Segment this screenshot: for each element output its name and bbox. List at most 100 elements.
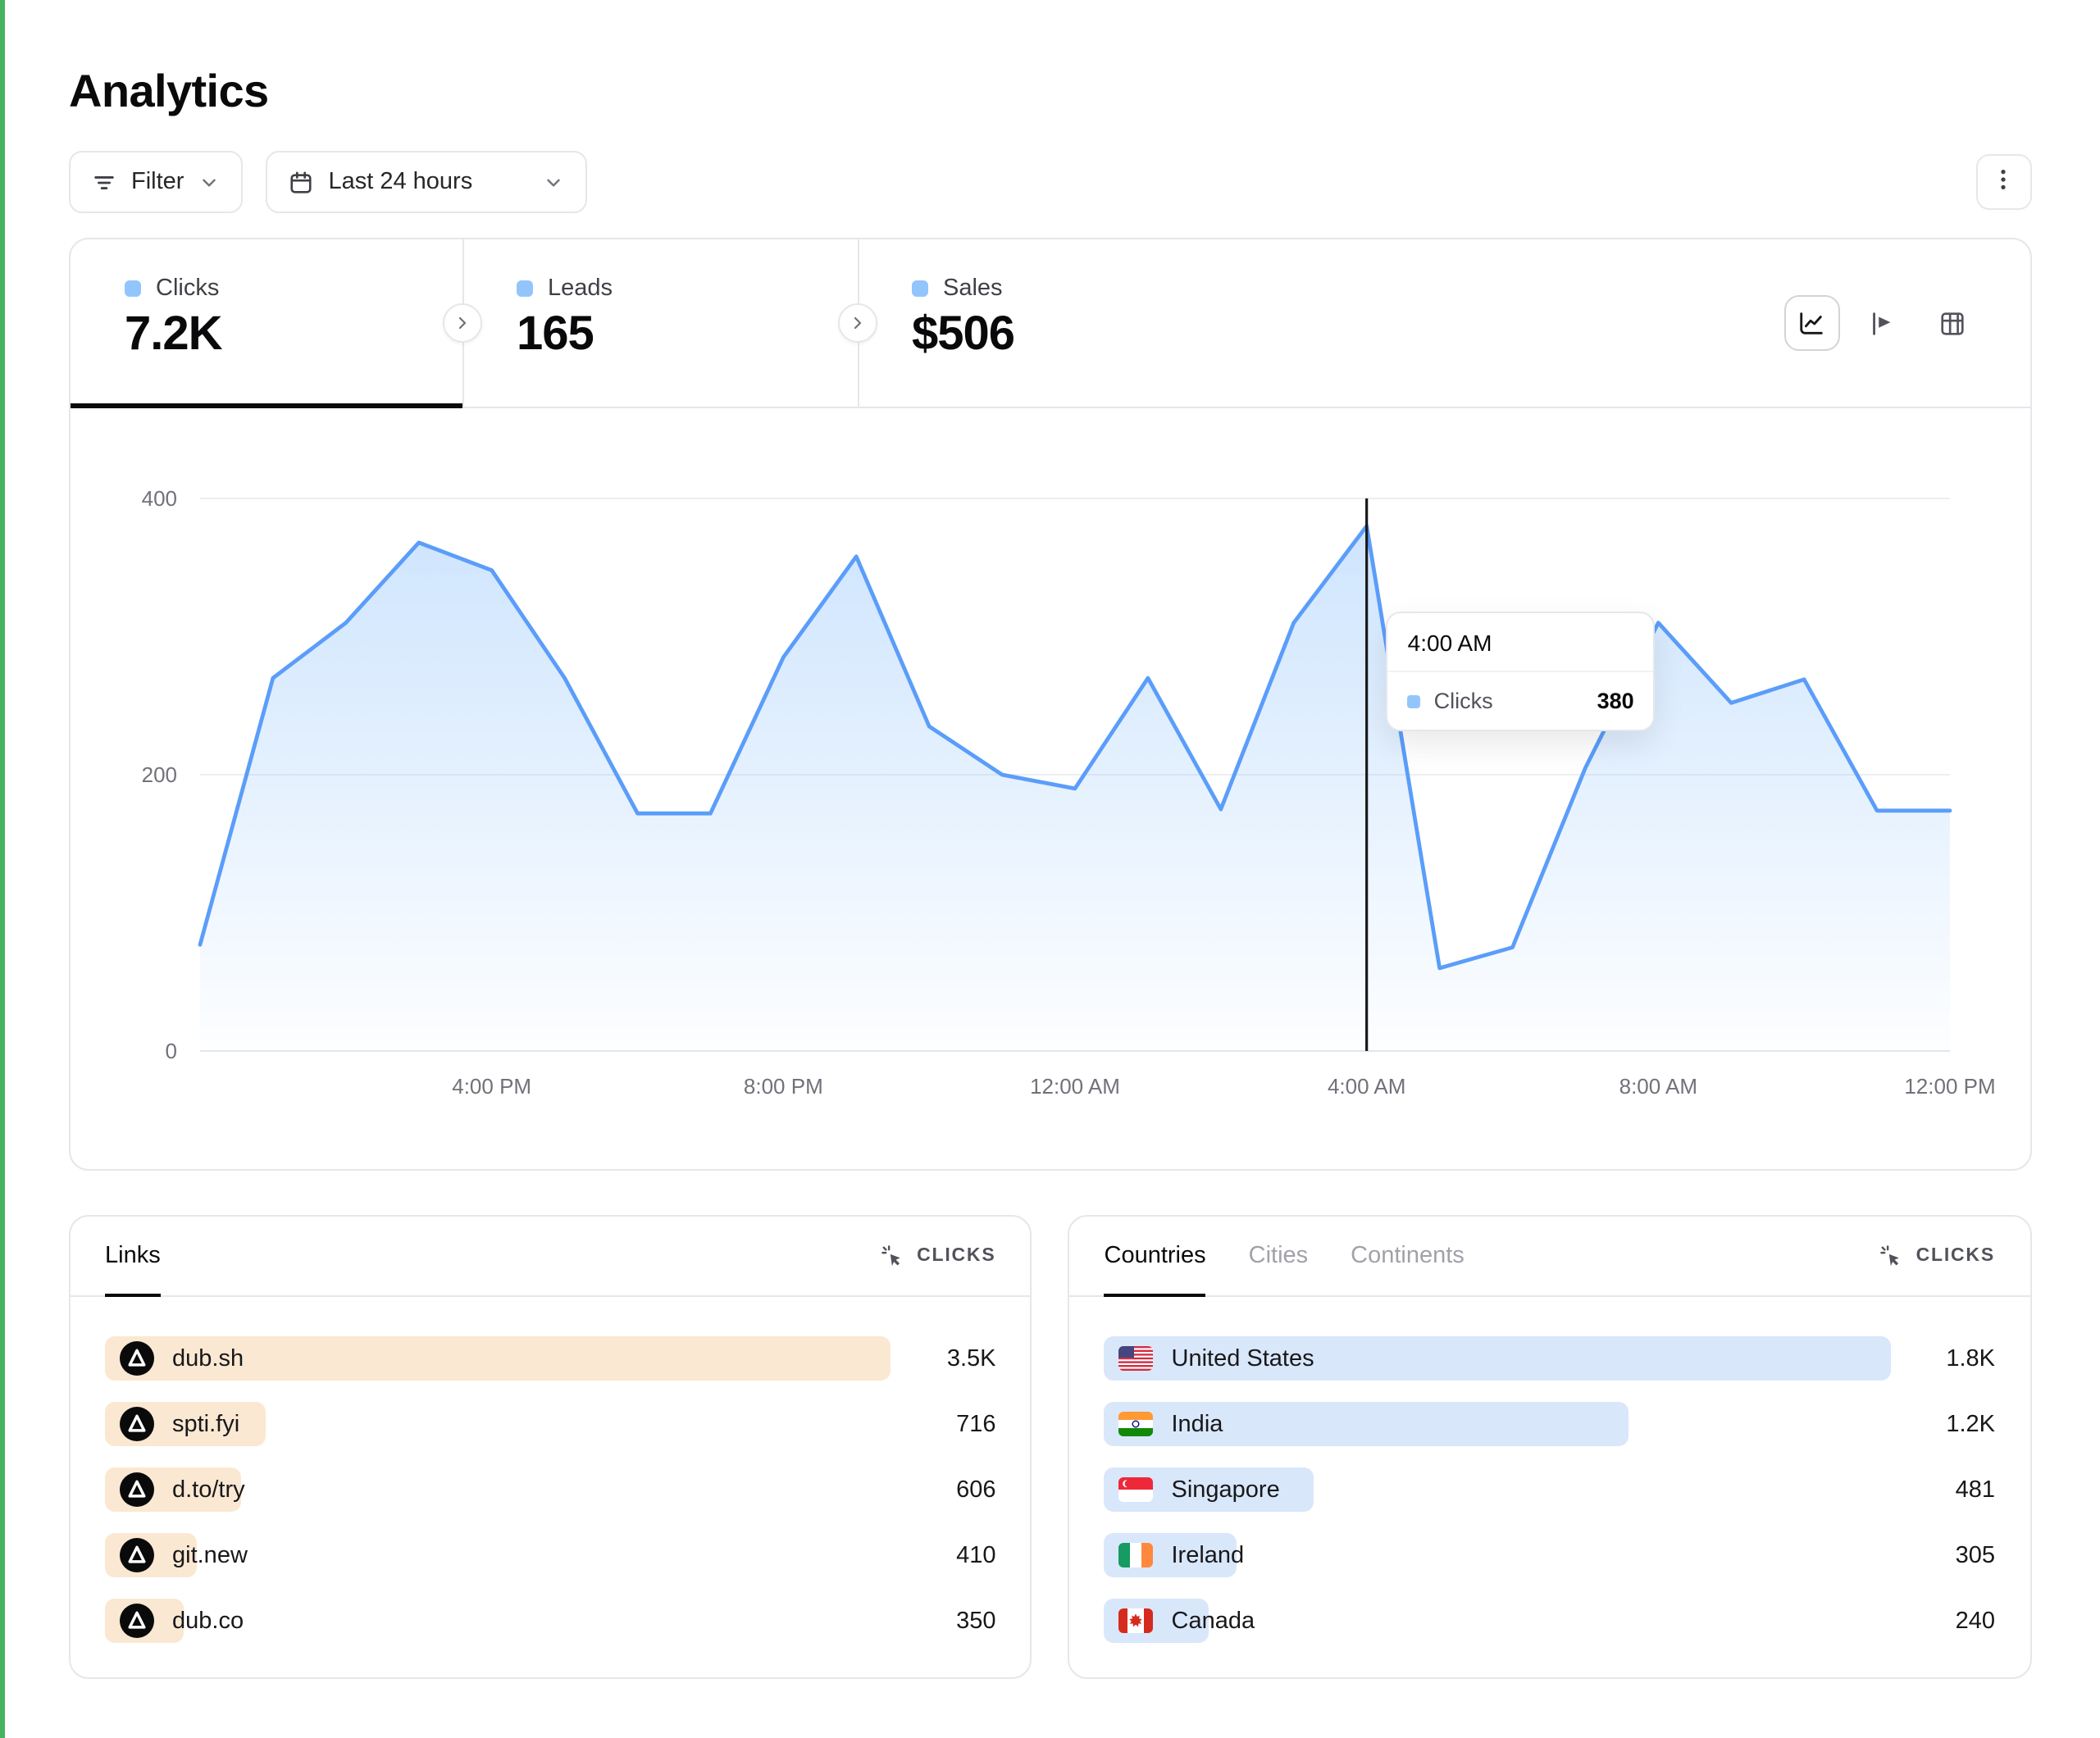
link-row[interactable]: dub.sh 3.5K bbox=[105, 1336, 996, 1381]
country-row[interactable]: Singapore 481 bbox=[1104, 1467, 1995, 1512]
tooltip-value: 380 bbox=[1597, 689, 1634, 713]
chart-view-toggles bbox=[1783, 239, 2029, 407]
flag-canada-icon bbox=[1118, 1608, 1154, 1633]
flag-ireland-icon bbox=[1118, 1543, 1154, 1567]
link-clicks-value: 410 bbox=[956, 1542, 996, 1568]
tooltip-series-label: Clicks bbox=[1433, 689, 1493, 713]
country-label: Singapore bbox=[1171, 1476, 1280, 1503]
date-range-button[interactable]: Last 24 hours bbox=[266, 151, 588, 213]
links-list: dub.sh 3.5K spti.fyi 716 bbox=[71, 1297, 1031, 1677]
countries-metric[interactable]: CLICKS bbox=[1880, 1244, 1995, 1268]
country-clicks-value: 1.2K bbox=[1946, 1411, 1995, 1437]
filter-button-label: Filter bbox=[131, 169, 184, 195]
analytics-card: Clicks 7.2K Leads 165 bbox=[69, 238, 2031, 1171]
country-label: Ireland bbox=[1171, 1542, 1245, 1568]
stat-value-leads: 165 bbox=[517, 308, 594, 361]
funnel-chart-view-button[interactable] bbox=[1854, 295, 1910, 351]
country-row[interactable]: Canada 240 bbox=[1104, 1599, 1995, 1643]
stat-tab-sales[interactable]: Sales $506 bbox=[858, 239, 1268, 407]
filter-icon bbox=[92, 170, 116, 194]
table-view-button[interactable] bbox=[1925, 295, 1980, 351]
clicks-area-chart[interactable]: 0 200 400 4:00 PM 8:00 PM 12:00 AM 4:00 AM 8:00… bbox=[71, 408, 2029, 1169]
link-label: dub.co bbox=[172, 1608, 244, 1634]
expand-leads-button[interactable] bbox=[443, 303, 482, 343]
country-clicks-value: 305 bbox=[1955, 1542, 1995, 1568]
svg-text:0: 0 bbox=[166, 1039, 177, 1063]
flag-united-states-icon bbox=[1118, 1346, 1154, 1371]
filter-button[interactable]: Filter bbox=[69, 151, 244, 213]
line-chart-icon bbox=[1800, 312, 1823, 334]
sales-legend-icon bbox=[912, 280, 928, 297]
leads-legend-icon bbox=[517, 280, 533, 297]
svg-text:12:00 AM: 12:00 AM bbox=[1030, 1074, 1120, 1099]
country-bar bbox=[1104, 1402, 1629, 1446]
left-edge-accent bbox=[0, 0, 5, 1738]
toolbar: Filter Last 24 hours bbox=[69, 151, 2031, 213]
tooltip-legend-icon bbox=[1407, 694, 1421, 707]
stat-tab-clicks[interactable]: Clicks 7.2K bbox=[71, 239, 462, 408]
country-row[interactable]: Ireland 305 bbox=[1104, 1533, 1995, 1577]
country-label: India bbox=[1171, 1411, 1223, 1437]
stat-label-clicks: Clicks bbox=[156, 275, 220, 302]
link-label: dub.sh bbox=[172, 1345, 244, 1372]
link-clicks-value: 3.5K bbox=[946, 1345, 996, 1372]
chevron-down-icon bbox=[198, 171, 220, 193]
stat-value-sales: $506 bbox=[912, 308, 1015, 361]
flag-india-icon bbox=[1118, 1412, 1154, 1436]
chevron-right-icon bbox=[458, 316, 467, 330]
country-row[interactable]: United States 1.8K bbox=[1104, 1336, 1995, 1381]
calendar-icon bbox=[289, 170, 313, 194]
link-row[interactable]: dub.co 350 bbox=[105, 1599, 996, 1643]
dub-logo-icon bbox=[120, 1407, 154, 1441]
clicks-legend-icon bbox=[125, 280, 141, 297]
page-title: Analytics bbox=[69, 66, 269, 116]
tab-continents[interactable]: Continents bbox=[1351, 1243, 1465, 1269]
link-bar bbox=[105, 1336, 891, 1381]
country-clicks-value: 240 bbox=[1955, 1608, 1995, 1634]
link-label: git.new bbox=[172, 1542, 248, 1568]
links-metric[interactable]: CLICKS bbox=[881, 1244, 995, 1268]
stat-label-leads: Leads bbox=[548, 275, 613, 302]
svg-text:4:00 AM: 4:00 AM bbox=[1328, 1074, 1405, 1099]
tooltip-time: 4:00 AM bbox=[1387, 613, 1654, 672]
svg-text:8:00 PM: 8:00 PM bbox=[744, 1074, 823, 1099]
country-clicks-value: 1.8K bbox=[1946, 1345, 1995, 1372]
countries-panel-header: Countries Cities Continents CLICKS bbox=[1069, 1217, 2029, 1297]
link-label: d.to/try bbox=[172, 1476, 245, 1503]
svg-text:8:00 AM: 8:00 AM bbox=[1619, 1074, 1697, 1099]
tab-links[interactable]: Links bbox=[105, 1217, 161, 1297]
link-row[interactable]: spti.fyi 716 bbox=[105, 1402, 996, 1446]
cursor-click-icon bbox=[881, 1244, 900, 1266]
flag-singapore-icon bbox=[1118, 1477, 1154, 1502]
dub-logo-icon bbox=[120, 1341, 154, 1376]
link-clicks-value: 606 bbox=[956, 1476, 996, 1503]
links-metric-label: CLICKS bbox=[917, 1246, 996, 1266]
date-range-label: Last 24 hours bbox=[328, 169, 473, 195]
stat-value-clicks: 7.2K bbox=[125, 308, 223, 361]
dub-logo-icon bbox=[120, 1538, 154, 1572]
svg-text:4:00 PM: 4:00 PM bbox=[452, 1074, 531, 1099]
link-row[interactable]: d.to/try 606 bbox=[105, 1467, 996, 1512]
stats-row: Clicks 7.2K Leads 165 bbox=[71, 239, 2029, 408]
country-row[interactable]: India 1.2K bbox=[1104, 1402, 1995, 1446]
tab-countries[interactable]: Countries bbox=[1104, 1217, 1206, 1297]
countries-list: United States 1.8K India bbox=[1070, 1297, 2030, 1677]
more-options-button[interactable] bbox=[1975, 154, 2031, 210]
line-chart-view-button[interactable] bbox=[1783, 295, 1839, 351]
country-label: Canada bbox=[1171, 1608, 1255, 1634]
link-row[interactable]: git.new 410 bbox=[105, 1533, 996, 1577]
svg-text:400: 400 bbox=[142, 486, 177, 511]
cursor-click-icon bbox=[1880, 1244, 1900, 1266]
links-panel-header: Links CLICKS bbox=[71, 1217, 1031, 1297]
link-clicks-value: 716 bbox=[956, 1411, 996, 1437]
chart-tooltip: 4:00 AM Clicks 380 bbox=[1386, 612, 1656, 731]
expand-sales-button[interactable] bbox=[838, 303, 877, 343]
link-clicks-value: 350 bbox=[956, 1608, 996, 1634]
chart-canvas: 0 200 400 4:00 PM 8:00 PM 12:00 AM 4:00 AM 8:00… bbox=[142, 486, 1996, 1099]
dub-logo-icon bbox=[120, 1604, 154, 1638]
stat-tab-leads[interactable]: Leads 165 bbox=[462, 239, 858, 407]
links-panel: Links CLICKS dub.sh bbox=[69, 1215, 1032, 1679]
tab-cities[interactable]: Cities bbox=[1248, 1243, 1309, 1269]
table-grid-icon bbox=[1941, 312, 1964, 334]
